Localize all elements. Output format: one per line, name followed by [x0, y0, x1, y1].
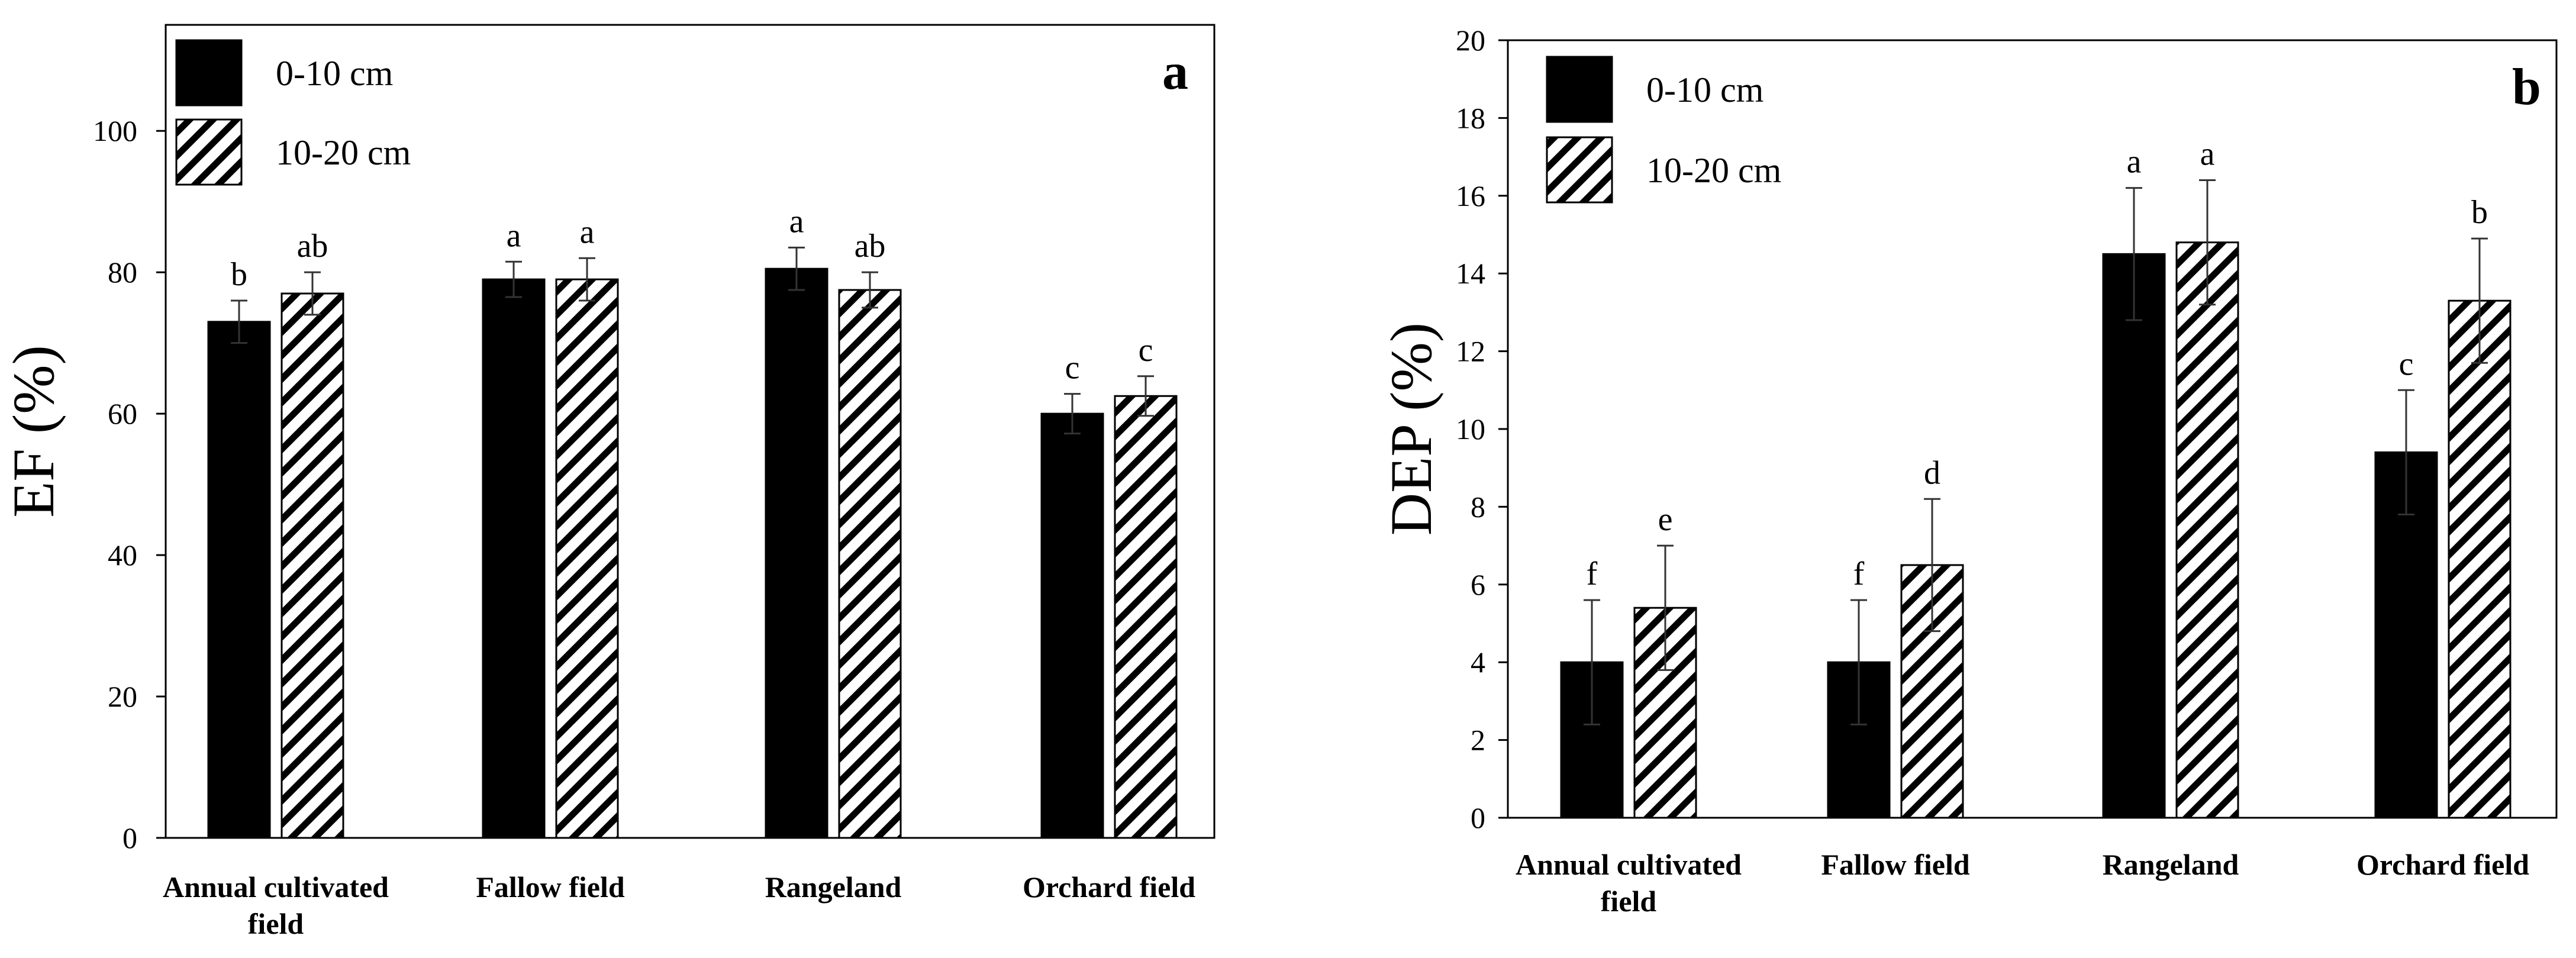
bar-hatched [2175, 241, 2239, 819]
legend-label: 10-20 cm [1646, 151, 1781, 190]
x-category-label: field [248, 907, 304, 940]
y-tick-label: 0 [1471, 801, 1485, 834]
legend-label: 0-10 cm [276, 54, 393, 93]
significance-letter: ab [297, 228, 328, 265]
y-tick-label: 14 [1456, 257, 1485, 290]
y-tick-label: 80 [108, 256, 137, 289]
significance-letter: a [789, 203, 804, 240]
bar-hatched [281, 292, 344, 839]
significance-letter: f [1587, 556, 1598, 592]
bar-hatched [2448, 299, 2511, 819]
significance-letter: c [1065, 350, 1080, 386]
significance-letter: f [1853, 556, 1865, 592]
bar-solid [2102, 253, 2166, 819]
y-tick-label: 6 [1471, 568, 1485, 601]
x-category-label: field [1601, 885, 1657, 918]
chart-panel-b: 0 2 4 6 8 10 12 14 16 18 20 DEP (%) b f f a c e d a b Annual … [1378, 24, 2558, 918]
bar-solid [207, 321, 271, 839]
significance-letter: a [507, 217, 521, 254]
significance-letter: a [2127, 144, 2142, 180]
x-category-label: Orchard field [2356, 848, 2529, 881]
legend-swatch-solid [175, 39, 243, 107]
x-category-label: Fallow field [476, 870, 625, 904]
y-tick-label: 4 [1471, 646, 1485, 679]
significance-letter: d [1924, 454, 1940, 491]
x-category-label: Fallow field [1821, 848, 1970, 881]
x-category-label: Orchard field [1023, 870, 1195, 904]
legend-swatch-solid [1546, 56, 1613, 123]
y-tick-label: 2 [1471, 724, 1485, 757]
bar-hatched [1114, 395, 1178, 839]
y-tick-label: 18 [1456, 101, 1485, 134]
y-tick-label: 12 [1456, 335, 1485, 368]
y-tick-label: 40 [108, 538, 137, 572]
legend-label: 10-20 cm [276, 133, 411, 172]
bar-hatched [838, 289, 902, 839]
y-tick-label: 20 [1456, 24, 1485, 57]
x-category-label: Rangeland [765, 870, 902, 904]
significance-letter: b [2471, 194, 2488, 231]
bar-solid [1040, 412, 1104, 839]
significance-letter: ab [855, 228, 886, 265]
significance-letter: c [1139, 332, 1153, 369]
y-tick-label: 20 [108, 680, 137, 713]
x-category-label: Annual cultivated [163, 870, 389, 904]
y-tick-label: 60 [108, 397, 137, 430]
significance-letter: b [231, 256, 247, 293]
plot-frame [165, 24, 1216, 839]
y-tick-label: 0 [122, 821, 137, 854]
legend-swatch-hatched [1546, 136, 1613, 204]
x-category-label: Annual cultivated [1516, 848, 1742, 881]
panel-label: b [2512, 59, 2541, 116]
bar-solid [482, 278, 546, 839]
y-axis-label: EF (%) [1, 345, 66, 518]
y-axis-label: DEP (%) [1378, 322, 1444, 536]
panel-label: a [1162, 43, 1188, 101]
y-tick-label: 10 [1456, 412, 1485, 446]
significance-letter: a [2200, 136, 2215, 173]
significance-letter: a [580, 214, 595, 250]
bar-hatched [555, 278, 619, 839]
legend-label: 0-10 cm [1646, 70, 1763, 109]
x-category-label: Rangeland [2103, 848, 2239, 881]
legend-swatch-hatched [175, 118, 243, 186]
significance-letter: c [2399, 346, 2414, 382]
significance-letter: e [1658, 501, 1673, 538]
y-tick-label: 100 [93, 114, 137, 147]
y-tick-label: 16 [1456, 179, 1485, 212]
bar-solid [765, 267, 828, 839]
y-tick-label: 8 [1471, 490, 1485, 523]
